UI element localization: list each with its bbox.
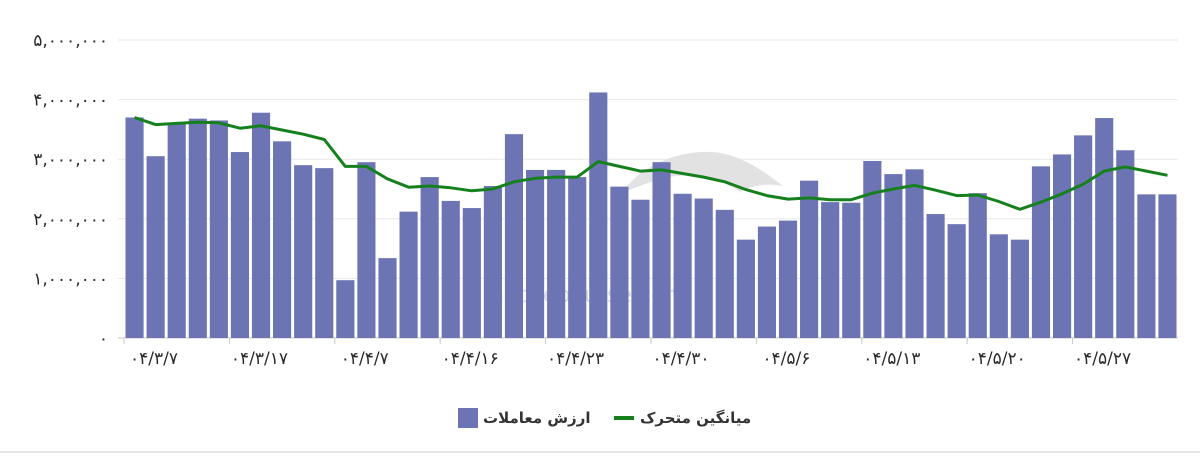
bar bbox=[1116, 150, 1135, 338]
bar bbox=[294, 165, 313, 338]
bar bbox=[800, 180, 819, 338]
bar bbox=[1158, 194, 1177, 338]
y-tick-label: ۲,۰۰۰,۰۰۰ bbox=[33, 210, 108, 230]
y-tick-label: ۵,۰۰۰,۰۰۰ bbox=[33, 31, 108, 51]
bar bbox=[1031, 166, 1051, 338]
bars-layer bbox=[125, 92, 1177, 339]
bar bbox=[1137, 194, 1156, 338]
y-tick-label: ۴,۰۰۰,۰۰۰ bbox=[33, 91, 108, 111]
bar bbox=[336, 280, 355, 338]
x-tick-label: ۰۴/۴/۱۶ bbox=[442, 349, 499, 369]
bar bbox=[610, 186, 629, 338]
bar bbox=[420, 177, 439, 338]
x-tick-label: ۰۴/۳/۱۷ bbox=[231, 349, 288, 369]
bar bbox=[968, 193, 987, 338]
bar bbox=[188, 118, 207, 338]
legend-label-line: میانگین متحرک bbox=[640, 409, 751, 427]
legend-swatch-bars bbox=[458, 408, 478, 428]
legend-label-bars: ارزش معاملات bbox=[483, 409, 590, 427]
y-tick-label: ۱,۰۰۰,۰۰۰ bbox=[33, 269, 108, 289]
bar bbox=[652, 162, 671, 338]
x-tick-label: ۰۴/۵/۲۰ bbox=[969, 349, 1026, 369]
bar bbox=[989, 234, 1008, 338]
x-tick-label: ۰۴/۳/۷ bbox=[130, 349, 178, 369]
x-axis: ۰۴/۳/۷ ۰۴/۳/۱۷ ۰۴/۴/۷ ۰۴/۴/۱۶ ۰۴/۴/۲۳ ۰۴/۴/۳۰… bbox=[123, 338, 1131, 369]
bar bbox=[273, 141, 292, 338]
bar bbox=[1052, 154, 1072, 338]
y-axis: ۰ ۱,۰۰۰,۰۰۰ ۲,۰۰۰,۰۰۰ ۳,۰۰۰,۰۰۰ ۴,۰۰۰,۰۰۰ ۵,۰… bbox=[33, 31, 108, 349]
y-tick-label: ۰ bbox=[99, 329, 108, 349]
x-tick-label: ۰۴/۵/۱۳ bbox=[863, 349, 920, 369]
x-tick-label: ۰۴/۵/۲۷ bbox=[1074, 349, 1131, 369]
bar bbox=[884, 174, 903, 338]
bar bbox=[378, 258, 397, 338]
bar bbox=[821, 202, 840, 338]
x-tick-label: ۰۴/۴/۷ bbox=[341, 349, 389, 369]
bar bbox=[926, 214, 945, 338]
bar bbox=[230, 152, 250, 338]
moving-average-line bbox=[134, 116, 1168, 211]
bar bbox=[504, 134, 524, 338]
bar bbox=[863, 160, 882, 338]
bar bbox=[525, 169, 545, 338]
bar bbox=[589, 92, 608, 338]
bar bbox=[125, 117, 144, 338]
legend: ارزش معاملات میانگین متحرک bbox=[458, 408, 751, 428]
bar bbox=[483, 186, 502, 338]
bar bbox=[251, 112, 271, 338]
bar bbox=[209, 120, 228, 339]
bar bbox=[441, 200, 460, 338]
x-tick-label: ۰۴/۴/۳۰ bbox=[652, 349, 709, 369]
y-tick-label: ۳,۰۰۰,۰۰۰ bbox=[33, 150, 108, 170]
bar bbox=[905, 169, 924, 338]
bar bbox=[1095, 118, 1114, 339]
x-tick-label: ۰۴/۴/۲۳ bbox=[547, 349, 604, 369]
bar bbox=[399, 211, 418, 338]
bar bbox=[673, 193, 692, 338]
bar bbox=[947, 224, 966, 338]
bar bbox=[736, 239, 755, 338]
bull-logo-icon bbox=[622, 151, 783, 193]
bar bbox=[1010, 239, 1029, 338]
bar bbox=[357, 162, 376, 338]
moving-average-layer bbox=[134, 116, 1168, 211]
bar bbox=[715, 209, 734, 338]
bar bbox=[146, 156, 165, 338]
bar bbox=[315, 168, 334, 338]
bar bbox=[631, 199, 650, 338]
bar bbox=[547, 169, 566, 338]
bar bbox=[167, 123, 186, 338]
bar bbox=[842, 202, 861, 338]
bar bbox=[757, 226, 777, 338]
bar bbox=[778, 220, 798, 338]
x-tick-label: ۰۴/۵/۶ bbox=[762, 349, 810, 369]
bar bbox=[568, 177, 587, 338]
bar bbox=[1074, 135, 1093, 338]
bar bbox=[462, 208, 481, 338]
bar bbox=[694, 198, 713, 338]
